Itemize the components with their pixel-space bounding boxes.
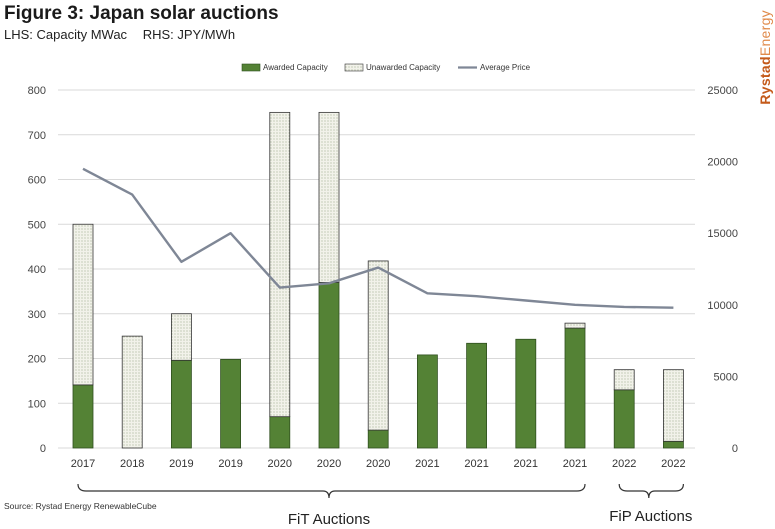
x-tick-label: 2022 — [612, 458, 636, 470]
group-brace — [618, 483, 684, 499]
awarded-bar — [564, 327, 586, 449]
unawarded-bar — [121, 335, 143, 449]
right-tick-label: 20000 — [707, 157, 738, 169]
awarded-bar — [318, 282, 340, 449]
right-tick-label: 5000 — [714, 371, 738, 383]
axes: 0 100 200 300 400 500 600 700 800 0 5000 10000 15000… — [28, 85, 738, 470]
x-tick-label: 2020 — [268, 458, 292, 470]
source-note: Source: Rystad Energy RenewableCube — [4, 501, 157, 511]
legend-label-awarded: Awarded Capacity — [263, 63, 328, 72]
price-line — [82, 167, 674, 309]
auction-groups: FiT Auctions FiP Auctions — [77, 483, 692, 528]
right-tick-label: 0 — [732, 443, 738, 455]
bars — [72, 111, 684, 449]
awarded-bar — [220, 358, 242, 449]
awarded-bar — [613, 389, 635, 449]
legend-label-unawarded: Unawarded Capacity — [366, 63, 440, 72]
group-label: FiT Auctions — [288, 511, 370, 528]
unawarded-bar — [367, 260, 389, 431]
x-tick-label: 2021 — [415, 458, 439, 470]
left-tick-label: 800 — [28, 85, 46, 97]
right-tick-label: 10000 — [707, 300, 738, 312]
legend: Awarded Capacity Unawarded Capacity Averag… — [241, 63, 531, 72]
x-tick-label: 2021 — [514, 458, 538, 470]
awarded-bar — [367, 429, 389, 449]
unawarded-bar — [663, 369, 684, 442]
left-tick-label: 500 — [28, 219, 46, 231]
unawarded-bar — [170, 313, 192, 361]
awarded-bar — [72, 384, 94, 449]
legend-swatch-awarded — [241, 63, 261, 72]
chart-title: Figure 3: Japan solar auctions — [4, 3, 279, 24]
x-tick-label: 2018 — [120, 458, 144, 470]
awarded-bar — [466, 342, 488, 449]
chart-subtitle: LHS: Capacity MWac RHS: JPY/MWh — [4, 27, 235, 42]
right-tick-label: 15000 — [707, 228, 738, 240]
legend-label-price: Average Price — [480, 63, 531, 72]
legend-swatch-unawarded — [344, 63, 364, 72]
left-tick-label: 100 — [28, 398, 46, 410]
x-tick-label: 2022 — [661, 458, 685, 470]
unawarded-bar — [269, 111, 291, 418]
x-tick-label: 2017 — [71, 458, 95, 470]
x-tick-label: 2021 — [464, 458, 488, 470]
x-tick-label: 2020 — [317, 458, 341, 470]
rhs-unit-label: RHS: JPY/MWh — [142, 27, 236, 42]
lhs-unit-label: LHS: Capacity MWac — [4, 27, 128, 42]
unawarded-bar — [72, 223, 94, 386]
awarded-bar — [170, 359, 192, 449]
group-brace — [77, 483, 586, 499]
awarded-bar — [269, 416, 291, 449]
x-tick-label: 2020 — [366, 458, 390, 470]
awarded-bar — [663, 440, 684, 449]
right-tick-label: 25000 — [707, 85, 738, 97]
left-tick-label: 400 — [28, 264, 46, 276]
x-tick-label: 2019 — [169, 458, 193, 470]
awarded-bar — [515, 338, 537, 449]
x-tick-label: 2021 — [563, 458, 587, 470]
awarded-bar — [416, 354, 438, 449]
left-tick-label: 200 — [28, 354, 46, 366]
unawarded-bar — [564, 322, 586, 329]
left-tick-label: 600 — [28, 175, 46, 187]
unawarded-bar — [613, 369, 635, 391]
left-tick-label: 700 — [28, 130, 46, 142]
unawarded-bar — [318, 111, 340, 283]
left-tick-label: 300 — [28, 309, 46, 321]
x-tick-label: 2019 — [218, 458, 242, 470]
group-label: FiP Auctions — [609, 508, 692, 525]
left-tick-label: 0 — [40, 443, 46, 455]
